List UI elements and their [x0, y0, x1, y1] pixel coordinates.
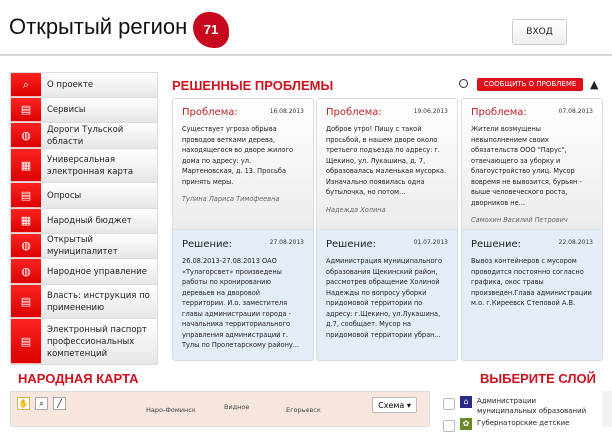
- solution-label: Решение:: [326, 239, 377, 250]
- calculator-icon: ▦: [11, 209, 41, 233]
- children-icon: ✿: [460, 418, 472, 430]
- problem-card[interactable]: Проблема: 07.08.2013 Жители возмущены не…: [461, 98, 603, 361]
- problem-author: Тулина Лариса Тимофеевна: [182, 195, 280, 203]
- region-logo[interactable]: 71: [193, 12, 229, 48]
- problem-label: Проблема:: [326, 107, 382, 118]
- sidebar-item-passport[interactable]: ▤ Электронный паспорт профессиональных ко…: [10, 319, 158, 365]
- problem-card[interactable]: Проблема: 19.06.2013 Доброе утро! Пишу с…: [316, 98, 458, 361]
- solution-section: Решение: 22.08.2013 Вывоз контейнеров с …: [462, 230, 602, 360]
- problem-card[interactable]: Проблема: 16.08.2013 Существует угроза о…: [172, 98, 314, 361]
- layer-item[interactable]: ✿ Губернаторские детские: [443, 418, 597, 432]
- solution-label: Решение:: [471, 239, 522, 250]
- problem-date: 07.08.2013: [558, 108, 593, 115]
- chevron-up-icon[interactable]: ▲: [590, 78, 599, 91]
- solution-date: 01.07.2013: [413, 239, 448, 246]
- sidebar-item-instructions[interactable]: ▤ Власть: инструкция по применению: [10, 285, 158, 319]
- sidebar-item-about[interactable]: ⌕ О проекте: [10, 72, 158, 98]
- sidebar-item-label: Сервисы: [47, 105, 86, 115]
- header: Открытый регион 71 ВХОД: [0, 0, 612, 56]
- map-view[interactable]: ✋ ⌕ ╱ Наро-Фоминск Видное Егорьевск Схем…: [10, 391, 430, 427]
- problem-date: 19.06.2013: [413, 108, 448, 115]
- solution-label: Решение:: [182, 239, 233, 250]
- sidebar-item-label: О проекте: [47, 80, 94, 90]
- problem-text: Жители возмущены невыполнением своих обя…: [471, 125, 582, 207]
- problem-label: Проблема:: [182, 107, 238, 118]
- ruler-icon[interactable]: ╱: [53, 397, 66, 410]
- problem-date: 16.08.2013: [269, 108, 304, 115]
- calendar-icon: ▤: [11, 98, 41, 122]
- sidebar-item-label: Электронный паспорт профессиональных ком…: [47, 324, 147, 359]
- sidebar-item-services[interactable]: ▤ Сервисы: [10, 98, 158, 123]
- problem-label: Проблема:: [471, 107, 527, 118]
- map-city-label: Егорьевск: [286, 406, 321, 414]
- problem-section: Проблема: 16.08.2013 Существует угроза о…: [173, 99, 313, 230]
- solution-text: Администрация муниципального образования…: [326, 257, 442, 339]
- calendar-icon: ▤: [11, 183, 41, 208]
- search-icon: ⌕: [11, 73, 41, 97]
- solution-text: Вывоз контейнеров с мусором проводится п…: [471, 257, 592, 307]
- sidebar-item-label: Универсальная электронная карта: [47, 154, 134, 177]
- sidebar-item-municipality[interactable]: ◍ Открытый муниципалитет: [10, 234, 158, 259]
- solution-section: Решение: 01.07.2013 Администрация муници…: [317, 230, 457, 360]
- sidebar-item-label: Дороги Тульской области: [47, 124, 124, 147]
- layers-scrollbar[interactable]: [602, 391, 612, 427]
- layer-checkbox[interactable]: [443, 398, 455, 410]
- map-type-dropdown[interactable]: Схема ▾: [372, 397, 417, 413]
- calendar-icon: ▤: [11, 319, 41, 364]
- hand-icon[interactable]: ✋: [17, 397, 30, 410]
- globe-icon: ◍: [11, 259, 41, 284]
- problem-section: Проблема: 19.06.2013 Доброе утро! Пишу с…: [317, 99, 457, 230]
- map-city-label: Видное: [224, 403, 250, 411]
- problem-text: Доброе утро! Пишу с такой просьбой, в на…: [326, 125, 447, 196]
- sidebar-item-governance[interactable]: ◍ Народное управление: [10, 259, 158, 285]
- layer-label: Губернаторские детские: [477, 419, 570, 427]
- login-button[interactable]: ВХОД: [512, 19, 567, 45]
- building-icon: ⌂: [460, 396, 472, 408]
- sidebar-item-label: Открытый муниципалитет: [47, 235, 118, 257]
- solved-problems-title: РЕШЕННЫЕ ПРОБЛЕМЫ: [172, 78, 334, 93]
- sidebar-item-label: Народный бюджет: [47, 216, 132, 226]
- people-map-title: НАРОДНАЯ КАРТА: [18, 371, 139, 386]
- sidebar-item-roads[interactable]: ◍ Дороги Тульской области: [10, 123, 158, 149]
- layer-label: Администрации муниципальных образований: [477, 397, 587, 415]
- sidebar-nav: ⌕ О проекте ▤ Сервисы ◍ Дороги Тульской обл…: [10, 72, 158, 365]
- presentation-icon: ▦: [11, 149, 41, 182]
- report-problem-button[interactable]: СООБЩИТЬ О ПРОБЛЕМЕ: [477, 78, 583, 91]
- zoom-icon[interactable]: ⌕: [35, 397, 48, 410]
- solution-date: 27.08.2013: [269, 239, 304, 246]
- refresh-icon[interactable]: [459, 79, 468, 88]
- layer-item[interactable]: ⌂ Администрации муниципальных образовани…: [443, 396, 597, 416]
- solution-date: 22.08.2013: [558, 239, 593, 246]
- site-title[interactable]: Открытый регион: [9, 14, 188, 39]
- globe-icon: ◍: [11, 123, 41, 148]
- globe-icon: ◍: [11, 234, 41, 258]
- problem-author: Самохин Василий Петрович: [471, 216, 568, 224]
- sidebar-item-label: Народное управление: [47, 266, 147, 277]
- problem-text: Существует угроза обрыва проводов веткам…: [182, 125, 294, 186]
- sidebar-item-label: Власть: инструкция по применению: [47, 290, 150, 313]
- sidebar-item-budget[interactable]: ▦ Народный бюджет: [10, 209, 158, 234]
- calendar-icon: ▤: [11, 285, 41, 318]
- solution-section: Решение: 27.08.2013 26.08.2013-27.08.201…: [173, 230, 313, 360]
- map-city-label: Наро-Фоминск: [146, 406, 196, 414]
- problem-author: Надежда Холина: [326, 205, 386, 214]
- layer-checkbox[interactable]: [443, 420, 455, 432]
- solution-text: 26.08.2013-27.08.2013 ОАО «Тулагорсвет» …: [182, 257, 300, 349]
- sidebar-item-map[interactable]: ▦ Универсальная электронная карта: [10, 149, 158, 183]
- sidebar-item-polls[interactable]: ▤ Опросы: [10, 183, 158, 209]
- choose-layer-title: ВЫБЕРИТЕ СЛОЙ: [480, 371, 597, 386]
- sidebar-item-label: Опросы: [47, 190, 82, 201]
- problem-section: Проблема: 07.08.2013 Жители возмущены не…: [462, 99, 602, 230]
